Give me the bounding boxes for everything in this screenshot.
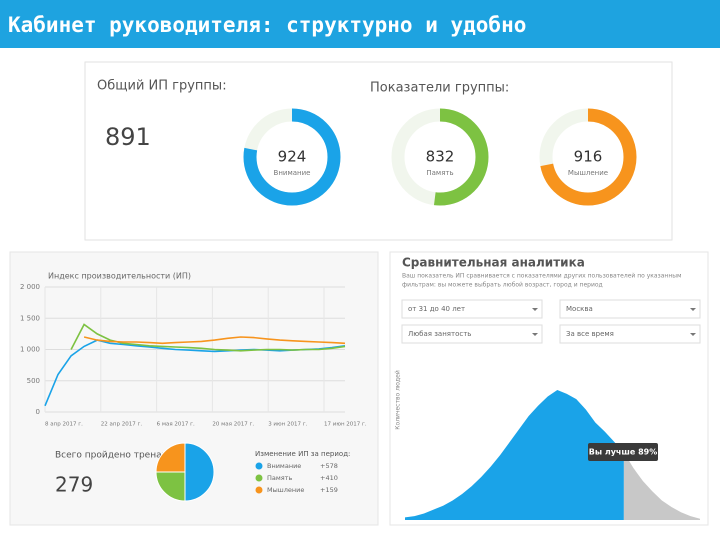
dropdown-text: Любая занятость [408, 330, 471, 338]
legend-value: +410 [320, 474, 338, 482]
legend-name: Внимание [267, 462, 301, 470]
area [623, 452, 700, 520]
line-series [83, 336, 346, 345]
gauge-label: Память [426, 169, 453, 177]
dropdown[interactable] [401, 324, 543, 344]
description: фильтрам: вы можете выбрать любой возрас… [402, 282, 603, 289]
x-tick-label: 22 апр 2017 г. [101, 422, 143, 428]
y-tick-label: 1 000 [20, 346, 40, 354]
x-tick-label: 17 июн 2017 г. [324, 422, 367, 428]
x-tick-label: 6 мая 2017 г. [157, 422, 195, 428]
x-tick-label: 3 июн 2017 г. [268, 422, 307, 428]
legend-dot [255, 462, 263, 470]
badge-text: Вы лучше 89% [589, 448, 658, 457]
legend-value: +578 [320, 462, 338, 470]
changes-title: Изменение ИП за период: [255, 450, 350, 458]
analytics-title: Сравнительная аналитика [402, 256, 585, 270]
dropdown-text: Москва [566, 305, 593, 313]
trainers-value: 279 [55, 473, 93, 497]
gauge-value: 832 [426, 148, 455, 166]
y-tick-label: 2 000 [20, 283, 40, 291]
gauge-label: Внимание [274, 169, 311, 177]
trainers-label: Всего пройдено тренажеров: [55, 451, 195, 461]
y-tick-label: 1 500 [20, 314, 40, 322]
dropdown[interactable] [559, 299, 701, 319]
gauge-arc [243, 108, 341, 206]
group-label: Показатели группы: [370, 81, 509, 96]
pie-slice [155, 471, 186, 502]
gauge-label: Мышление [568, 169, 608, 177]
dropdown-arrow [690, 308, 696, 311]
dropdown-arrow [690, 333, 696, 336]
area [405, 390, 624, 520]
legend-name: Мышление [267, 486, 304, 494]
total-value: 891 [105, 123, 151, 151]
legend-dot [255, 486, 263, 494]
gauge-arc [539, 108, 637, 206]
y-tick-label: 0 [36, 408, 40, 416]
dropdown-arrow [532, 333, 538, 336]
x-tick-label: 8 апр 2017 г. [45, 422, 83, 428]
chart-title: Индекс производительности (ИП) [48, 272, 191, 281]
x-tick-label: 20 мая 2017 г. [212, 422, 254, 428]
dropdown[interactable] [401, 299, 543, 319]
dropdown-text: от 31 до 40 лет [408, 305, 465, 313]
title: Кабинет руководителя: структурно и удобн… [8, 13, 526, 37]
gauge-arc [391, 108, 489, 206]
total-label: Общий ИП группы: [97, 79, 227, 94]
gauge-value: 924 [278, 148, 307, 166]
pie-slice [155, 442, 186, 473]
y-tick-label: 500 [27, 377, 40, 385]
gauge-value: 916 [574, 148, 603, 166]
dropdown[interactable] [559, 324, 701, 344]
legend-value: +159 [320, 486, 338, 494]
summary-panel [84, 61, 673, 241]
y-axis-label: Количество людей [395, 370, 402, 430]
description: Ваш показатель ИП сравнивается с показат… [402, 273, 682, 280]
legend-dot [255, 474, 263, 482]
badge [588, 443, 658, 461]
dropdown-arrow [532, 308, 538, 311]
pie-slice [184, 442, 215, 502]
legend-name: Память [267, 474, 292, 482]
title-bar [0, 0, 720, 48]
dropdown-text: За все время [566, 330, 614, 338]
